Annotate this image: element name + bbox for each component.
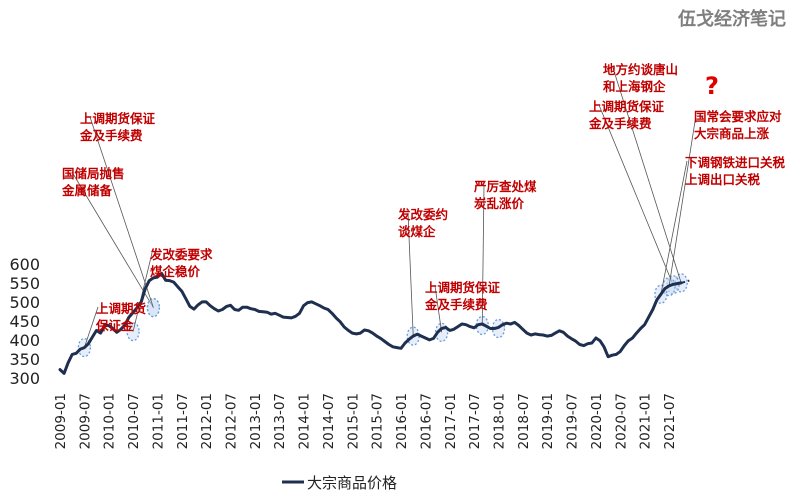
annotation-text: 保证金 xyxy=(95,318,134,333)
x-tick-label: 2018-07 xyxy=(516,393,532,449)
x-tick-label: 2016-07 xyxy=(418,393,434,449)
x-tick-label: 2015-07 xyxy=(370,393,386,449)
x-tick-label: 2018-01 xyxy=(491,393,507,449)
x-tick-label: 2020-07 xyxy=(613,393,629,449)
annotation-text: 发改委约 xyxy=(397,207,448,222)
annotation-text: 煤企稳价 xyxy=(150,264,201,279)
annotation-text: 发改委要求 xyxy=(149,247,213,262)
x-tick-label: 2009-01 xyxy=(53,393,69,449)
x-tick-label: 2009-07 xyxy=(77,393,93,449)
series-line-commodity-price xyxy=(58,271,683,375)
annotation-text: 炭乱涨价 xyxy=(474,196,525,211)
annotation-leader-line xyxy=(132,252,153,332)
series-line-projection-dashed xyxy=(680,279,690,284)
x-axis-ticks: 2009-01 2009-07 2010-01 2010-07 2011-01 2011-… xyxy=(53,393,678,449)
x-tick-label: 2019-07 xyxy=(565,393,581,449)
y-tick-label: 600 xyxy=(9,255,40,274)
x-tick-label: 2014-07 xyxy=(321,393,337,449)
y-tick-label: 300 xyxy=(9,369,40,388)
y-tick-label: 450 xyxy=(9,312,40,331)
x-tick-label: 2021-01 xyxy=(638,393,654,449)
x-tick-label: 2021-07 xyxy=(662,393,678,449)
y-tick-label: 350 xyxy=(9,350,40,369)
annotation-text: 金及手续费 xyxy=(588,116,652,131)
x-tick-label: 2017-01 xyxy=(443,393,459,449)
y-tick-label: 500 xyxy=(9,293,40,312)
y-tick-label: 550 xyxy=(9,274,40,293)
annotation-text: 地方约谈唐山 xyxy=(603,62,678,77)
x-tick-label: 2010-01 xyxy=(102,393,118,449)
annotation-text: 国常会要求应对 xyxy=(694,109,782,124)
annotation-text: 下调钢铁进口关税 xyxy=(685,155,786,170)
annotation-text: 金及手续费 xyxy=(424,297,488,312)
annotation-text: 金及手续费 xyxy=(79,128,143,143)
annotation-text: 大宗商品上涨 xyxy=(694,126,770,141)
x-tick-label: 2012-07 xyxy=(224,393,240,449)
x-tick-label: 2013-01 xyxy=(248,393,264,449)
event-annotations: 上调期货保证金发改委要求煤企稳价国储局抛售金属储备上调期货保证金及手续费发改委约… xyxy=(61,62,786,333)
x-tick-label: 2015-01 xyxy=(345,393,361,449)
annotation-text: 和上海钢企 xyxy=(602,79,666,94)
watermark-text: 伍戈经济笔记 xyxy=(677,8,786,30)
x-tick-label: 2011-01 xyxy=(150,393,166,449)
x-tick-label: 2014-01 xyxy=(297,393,313,449)
annotation-leader-line xyxy=(668,114,697,287)
x-tick-label: 2012-01 xyxy=(199,393,215,449)
annotation-text: 上调期货保证 xyxy=(425,280,501,295)
x-tick-label: 2016-01 xyxy=(394,393,410,449)
y-tick-label: 400 xyxy=(9,331,40,350)
annotation-leader-line xyxy=(83,306,99,348)
annotation-leader-line xyxy=(89,116,154,308)
annotation-text: 上调出口关税 xyxy=(685,172,761,187)
x-tick-label: 2011-07 xyxy=(175,393,191,449)
annotation-text: 国储局抛售 xyxy=(62,166,125,181)
question-mark: ? xyxy=(705,72,719,100)
annotation-leader-line xyxy=(598,104,674,285)
annotation-leader-line xyxy=(481,184,485,326)
annotation-text: 上调期货保证 xyxy=(589,99,665,114)
legend-label: 大宗商品价格 xyxy=(307,474,397,492)
annotation-leader-line xyxy=(71,171,154,308)
x-tick-label: 2013-07 xyxy=(272,393,288,449)
x-tick-label: 2020-01 xyxy=(589,393,605,449)
x-tick-label: 2017-07 xyxy=(467,393,483,449)
x-tick-label: 2019-01 xyxy=(540,393,556,449)
annotation-text: 上调期货保证 xyxy=(80,111,156,126)
annotation-text: 严厉查处煤 xyxy=(473,179,537,194)
annotation-leader-line xyxy=(660,160,688,295)
annotation-leader-line xyxy=(407,212,414,337)
x-tick-label: 2010-07 xyxy=(126,393,142,449)
legend: 大宗商品价格 xyxy=(282,474,397,492)
annotation-text: 金属储备 xyxy=(61,183,113,198)
annotation-text: 谈煤企 xyxy=(398,224,436,239)
annotation-text: 上调期货 xyxy=(96,301,147,316)
annotation-leader-line xyxy=(434,285,443,333)
